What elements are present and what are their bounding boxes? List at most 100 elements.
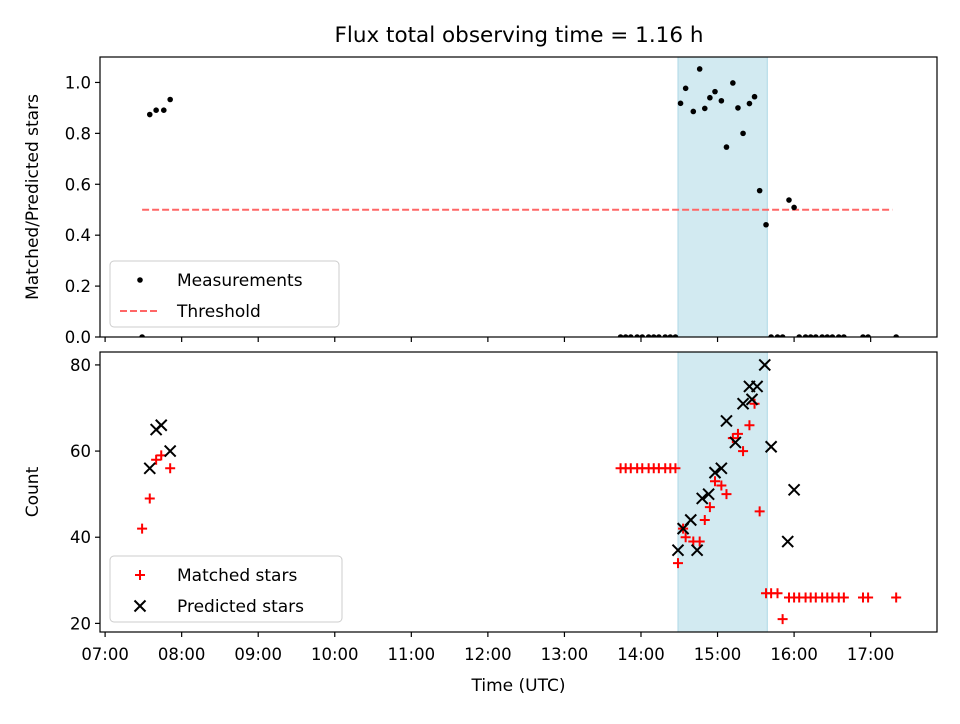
y-tick-label: 1.0 bbox=[65, 73, 91, 92]
legend-label: Predicted stars bbox=[177, 597, 304, 617]
measurement-point bbox=[167, 96, 173, 103]
measurement-point bbox=[146, 111, 153, 118]
matched-star-point bbox=[863, 592, 874, 603]
measurement-point bbox=[723, 144, 730, 150]
measurement-point bbox=[139, 334, 145, 337]
legend-box bbox=[109, 260, 340, 328]
matched-star-point bbox=[721, 489, 732, 500]
x-tick-label: 13:00 bbox=[541, 645, 589, 664]
measurement-point bbox=[153, 107, 159, 113]
measurement-point bbox=[829, 334, 836, 337]
legend-label: Measurements bbox=[177, 271, 303, 291]
panel-0-frame bbox=[99, 56, 938, 338]
measurement-point bbox=[756, 187, 763, 194]
legend: Matched stars Predicted stars bbox=[109, 555, 343, 623]
predicted-star-point bbox=[745, 393, 759, 406]
matched-star-point bbox=[704, 502, 715, 513]
y-tick-label: 60 bbox=[70, 442, 91, 461]
matched-star-point bbox=[744, 420, 755, 431]
matched-star-point bbox=[777, 614, 788, 625]
x-tick-label: 10:00 bbox=[311, 645, 359, 664]
x-tick-label: 09:00 bbox=[234, 645, 282, 664]
predicted-star-point bbox=[787, 483, 801, 497]
x-axis-label: Time (UTC) bbox=[471, 676, 566, 696]
measurement-point bbox=[627, 334, 634, 337]
matched-star-point bbox=[727, 433, 738, 444]
measurement-point bbox=[712, 88, 718, 95]
y-tick-label: 20 bbox=[70, 614, 91, 633]
y-tick-label: 0.4 bbox=[65, 226, 91, 245]
measurement-point bbox=[690, 108, 697, 115]
measurement-point bbox=[796, 334, 803, 337]
predicted-star-point bbox=[736, 397, 750, 410]
measurement-point bbox=[645, 334, 652, 337]
measurement-point bbox=[812, 334, 819, 337]
y-tick-label: 80 bbox=[70, 356, 91, 375]
matched-star-point bbox=[738, 446, 749, 457]
predicted-star-point bbox=[143, 462, 156, 475]
measurement-point bbox=[786, 197, 792, 203]
measurement-point bbox=[667, 334, 674, 337]
matched-star-point bbox=[716, 480, 727, 491]
y-axis-label: Matched/Predicted stars bbox=[23, 94, 43, 300]
x-tick-label: 11:00 bbox=[388, 645, 436, 664]
measurement-point bbox=[622, 334, 629, 337]
legend-label: Matched stars bbox=[177, 566, 297, 586]
matched-star-point bbox=[694, 536, 705, 547]
measurement-point bbox=[696, 66, 703, 72]
x-tick-label: 15:00 bbox=[694, 645, 742, 664]
legend: Measurements Threshold bbox=[109, 260, 340, 328]
measurement-point bbox=[617, 334, 624, 337]
legend-label: Threshold bbox=[176, 302, 261, 322]
predicted-star-point bbox=[764, 440, 778, 453]
measurement-point bbox=[860, 334, 866, 337]
measurement-point bbox=[677, 100, 684, 107]
predicted-star-point bbox=[720, 414, 733, 428]
y-tick-label: 0.8 bbox=[65, 124, 91, 143]
legend-marker-matched bbox=[135, 570, 145, 580]
predicted-star-point bbox=[715, 462, 728, 475]
predicted-star-point bbox=[758, 358, 771, 372]
x-tick-label: 07:00 bbox=[81, 645, 129, 664]
matched-star-point bbox=[165, 463, 176, 474]
y-axis-label: Count bbox=[23, 466, 43, 517]
matched-star-point bbox=[749, 398, 760, 409]
measurement-point bbox=[865, 334, 871, 337]
measurement-point bbox=[701, 105, 708, 112]
matched-star-point bbox=[680, 532, 691, 543]
predicted-star-point bbox=[702, 487, 715, 501]
matched-star-point bbox=[732, 428, 743, 439]
matched-star-point bbox=[144, 493, 155, 504]
matched-star-point bbox=[772, 588, 783, 599]
measurement-point bbox=[650, 334, 657, 337]
measurement-point bbox=[730, 80, 736, 86]
matched-star-point bbox=[709, 476, 720, 487]
measurement-point bbox=[707, 94, 713, 101]
measurement-point bbox=[718, 97, 725, 104]
measurement-point bbox=[774, 334, 781, 337]
panel-1-points bbox=[137, 358, 902, 625]
predicted-star-point bbox=[690, 543, 704, 557]
measurement-point bbox=[672, 334, 679, 337]
matched-star-point bbox=[670, 463, 681, 474]
predicted-star-point bbox=[750, 380, 764, 393]
measurement-point bbox=[779, 334, 786, 337]
measurement-point bbox=[824, 334, 831, 337]
predicted-star-point bbox=[163, 444, 177, 458]
measurement-point bbox=[662, 334, 669, 337]
matched-star-point bbox=[699, 515, 710, 525]
panel-1-shaded-span bbox=[677, 351, 768, 633]
predicted-star-point bbox=[708, 466, 722, 479]
measurement-point bbox=[893, 334, 899, 337]
measurement-point bbox=[639, 334, 646, 337]
predicted-star-point bbox=[729, 436, 742, 449]
measurement-point bbox=[802, 334, 809, 337]
predicted-star-point bbox=[155, 419, 168, 432]
legend-marker-measurements bbox=[137, 277, 143, 283]
panel-0-points bbox=[139, 66, 899, 337]
chart-title: Flux total observing time = 1.16 h bbox=[335, 23, 704, 48]
predicted-star-point bbox=[684, 513, 697, 527]
measurement-point bbox=[835, 334, 842, 337]
legend-marker-predicted bbox=[133, 599, 147, 613]
